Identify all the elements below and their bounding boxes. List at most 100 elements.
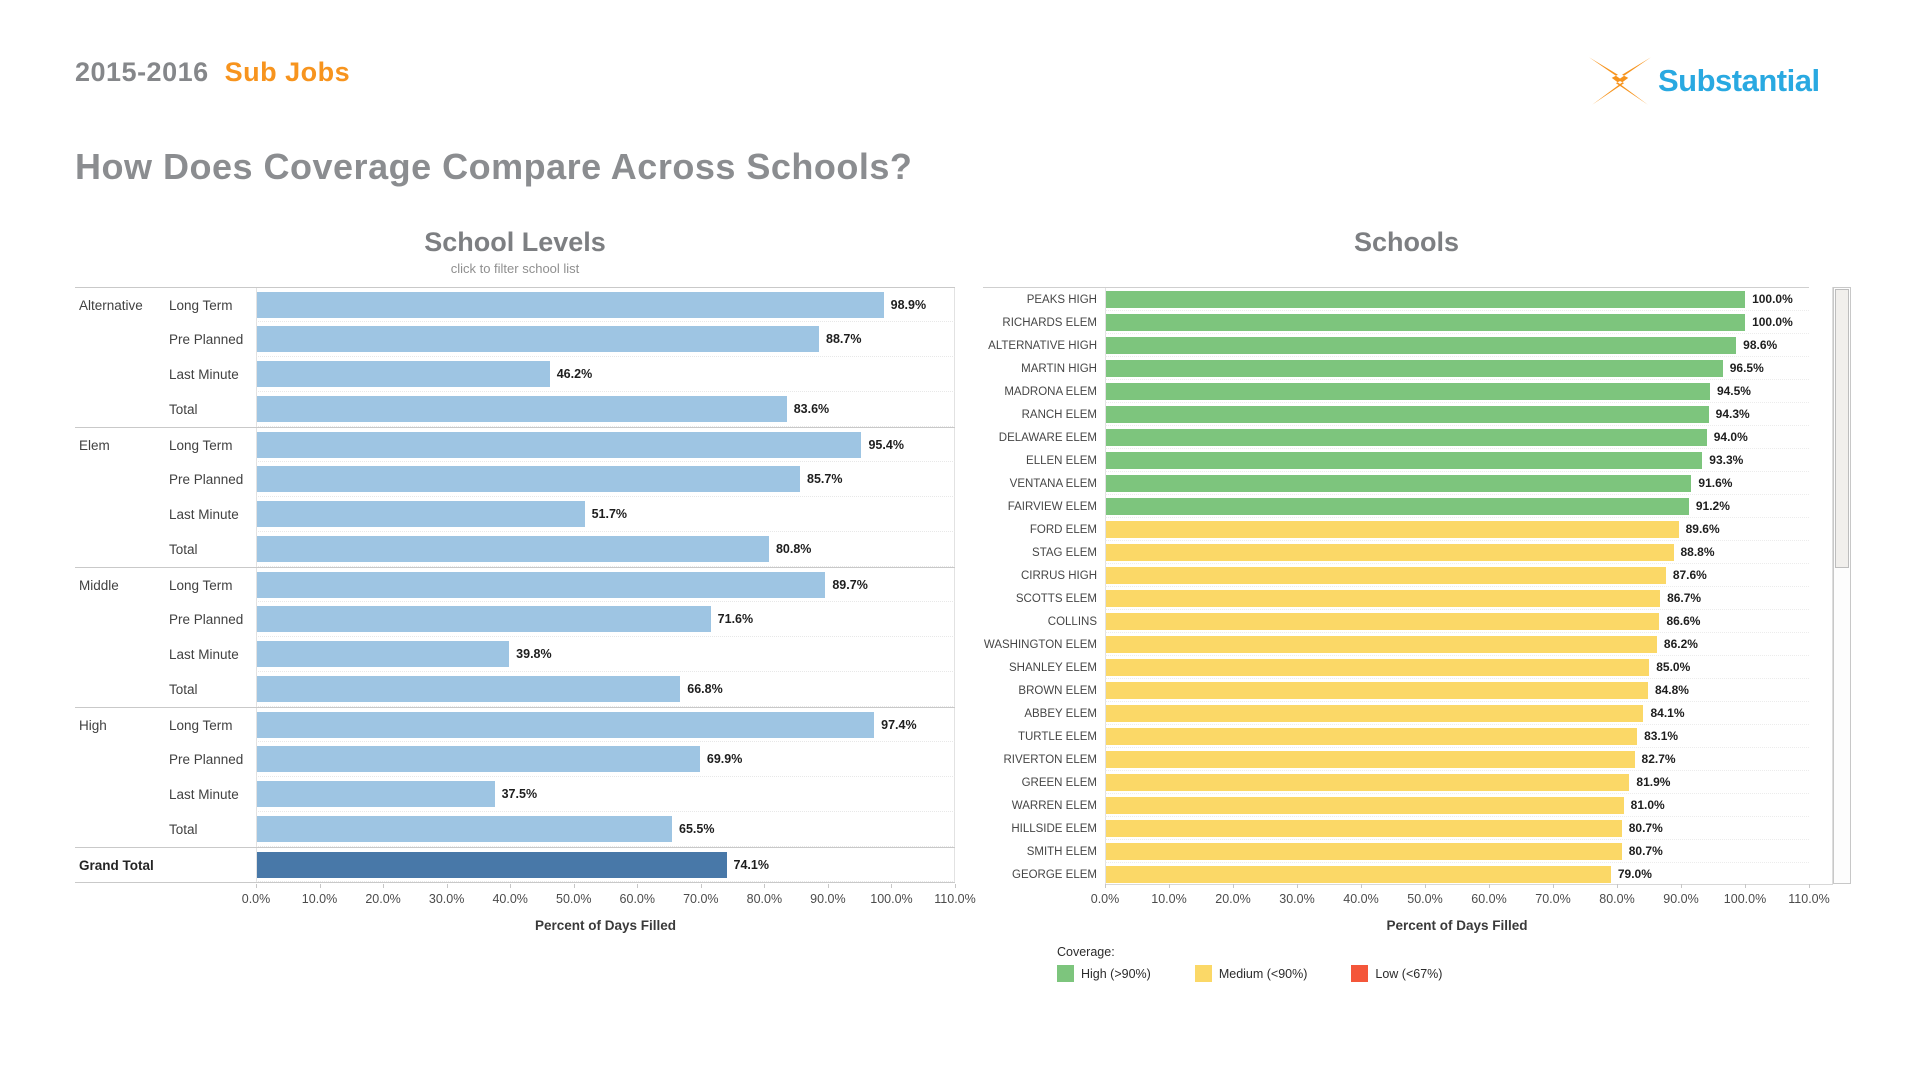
level-bar[interactable]	[257, 291, 884, 318]
level-label[interactable]: Elem	[79, 437, 110, 453]
level-label[interactable]	[75, 742, 169, 777]
school-name-label[interactable]: WARREN ELEM	[1011, 799, 1097, 812]
school-name-label[interactable]: CIRRUS HIGH	[1020, 569, 1097, 582]
school-name-label[interactable]: DELAWARE ELEM	[998, 431, 1097, 444]
school-bar[interactable]	[1106, 589, 1661, 607]
job-type-label[interactable]: Total	[169, 402, 198, 417]
level-bar[interactable]	[257, 396, 787, 422]
level-bar[interactable]	[257, 431, 862, 458]
school-name-label[interactable]: PEAKS HIGH	[1026, 293, 1097, 306]
school-name-label[interactable]: COLLINS	[1047, 615, 1097, 628]
level-bar[interactable]	[257, 536, 769, 562]
school-name-label[interactable]: BROWN ELEM	[1018, 684, 1097, 697]
school-bar[interactable]	[1106, 336, 1737, 354]
level-bar[interactable]	[257, 781, 495, 807]
level-label[interactable]	[75, 637, 169, 672]
level-label[interactable]	[75, 777, 169, 812]
level-bar[interactable]	[257, 571, 826, 598]
school-name-label[interactable]: RIVERTON ELEM	[1003, 753, 1097, 766]
school-bar[interactable]	[1106, 681, 1648, 699]
school-name-label[interactable]: SHANLEY ELEM	[1009, 661, 1097, 674]
job-type-label[interactable]: Last Minute	[169, 367, 239, 382]
school-name-label[interactable]: GEORGE ELEM	[1012, 868, 1097, 881]
school-name-label[interactable]: SMITH ELEM	[1026, 845, 1097, 858]
vertical-scrollbar[interactable]	[1833, 287, 1851, 884]
job-type-label[interactable]: Total	[169, 542, 198, 557]
school-name-label[interactable]: MADRONA ELEM	[1004, 385, 1097, 398]
school-bar[interactable]	[1106, 497, 1689, 515]
school-bar[interactable]	[1106, 382, 1710, 400]
school-name-label[interactable]: HILLSIDE ELEM	[1011, 822, 1097, 835]
legend-item[interactable]: High (>90%)	[1057, 965, 1151, 982]
level-bar[interactable]	[257, 466, 801, 492]
school-bar[interactable]	[1106, 451, 1703, 469]
level-label[interactable]: Middle	[79, 577, 119, 593]
school-bar[interactable]	[1106, 796, 1624, 814]
school-bar[interactable]	[1106, 658, 1650, 676]
level-label[interactable]: Alternative	[79, 297, 143, 313]
level-label[interactable]	[75, 497, 169, 532]
job-type-label[interactable]: Last Minute	[169, 787, 239, 802]
level-label[interactable]: High	[79, 717, 107, 733]
level-bar[interactable]	[257, 746, 700, 772]
school-bar[interactable]	[1106, 704, 1644, 722]
level-label[interactable]	[75, 672, 169, 707]
school-name-label[interactable]: ABBEY ELEM	[1024, 707, 1097, 720]
school-name-label[interactable]: TURTLE ELEM	[1017, 730, 1097, 743]
level-bar[interactable]	[257, 501, 585, 527]
job-type-label[interactable]: Last Minute	[169, 507, 239, 522]
level-bar[interactable]	[257, 641, 510, 667]
level-label[interactable]	[75, 392, 169, 427]
school-bar[interactable]	[1106, 750, 1635, 768]
school-bar[interactable]	[1106, 566, 1666, 584]
school-bar[interactable]	[1106, 543, 1674, 561]
school-name-label[interactable]: STAG ELEM	[1032, 546, 1097, 559]
scrollbar-thumb[interactable]	[1835, 289, 1849, 568]
job-type-label[interactable]: Long Term	[169, 577, 233, 593]
level-label[interactable]	[75, 532, 169, 567]
school-name-label[interactable]: SCOTTS ELEM	[1015, 592, 1097, 605]
school-bar[interactable]	[1106, 612, 1660, 630]
school-name-label[interactable]: WASHINGTON ELEM	[983, 638, 1097, 651]
level-label[interactable]	[75, 322, 169, 357]
level-label[interactable]	[75, 602, 169, 637]
school-bar[interactable]	[1106, 635, 1657, 653]
school-bar[interactable]	[1106, 865, 1611, 883]
grand-total-bar[interactable]	[257, 851, 727, 878]
level-label[interactable]	[75, 462, 169, 497]
level-label[interactable]	[75, 812, 169, 847]
school-name-label[interactable]: GREEN ELEM	[1021, 776, 1097, 789]
job-type-label[interactable]: Pre Planned	[169, 332, 244, 347]
school-bar[interactable]	[1106, 290, 1746, 308]
level-bar[interactable]	[257, 361, 550, 387]
legend-item[interactable]: Medium (<90%)	[1194, 965, 1307, 982]
level-bar[interactable]	[257, 711, 875, 738]
level-label[interactable]	[75, 357, 169, 392]
level-bar[interactable]	[257, 606, 711, 632]
level-bar[interactable]	[257, 326, 820, 352]
job-type-label[interactable]: Long Term	[169, 717, 233, 733]
school-bar[interactable]	[1106, 842, 1622, 860]
school-bar[interactable]	[1106, 520, 1679, 538]
job-type-label[interactable]: Last Minute	[169, 647, 239, 662]
level-bar[interactable]	[257, 676, 681, 702]
level-bar[interactable]	[257, 816, 673, 842]
school-name-label[interactable]: ALTERNATIVE HIGH	[988, 339, 1097, 352]
level-label[interactable]: Grand Total	[79, 857, 154, 873]
job-type-label[interactable]: Pre Planned	[169, 612, 244, 627]
legend-item[interactable]: Low (<67%)	[1351, 965, 1442, 982]
school-bar[interactable]	[1106, 819, 1622, 837]
school-bar[interactable]	[1106, 773, 1630, 791]
job-type-label[interactable]: Total	[169, 682, 198, 697]
job-type-label[interactable]: Pre Planned	[169, 752, 244, 767]
school-name-label[interactable]: FAIRVIEW ELEM	[1007, 500, 1097, 513]
school-name-label[interactable]: ELLEN ELEM	[1026, 454, 1097, 467]
school-bar[interactable]	[1106, 359, 1723, 377]
school-bar[interactable]	[1106, 727, 1638, 745]
school-name-label[interactable]: RANCH ELEM	[1021, 408, 1097, 421]
school-bar[interactable]	[1106, 405, 1709, 423]
job-type-label[interactable]: Pre Planned	[169, 472, 244, 487]
school-name-label[interactable]: RICHARDS ELEM	[1002, 316, 1097, 329]
school-bar[interactable]	[1106, 474, 1692, 492]
school-bar[interactable]	[1106, 313, 1746, 331]
